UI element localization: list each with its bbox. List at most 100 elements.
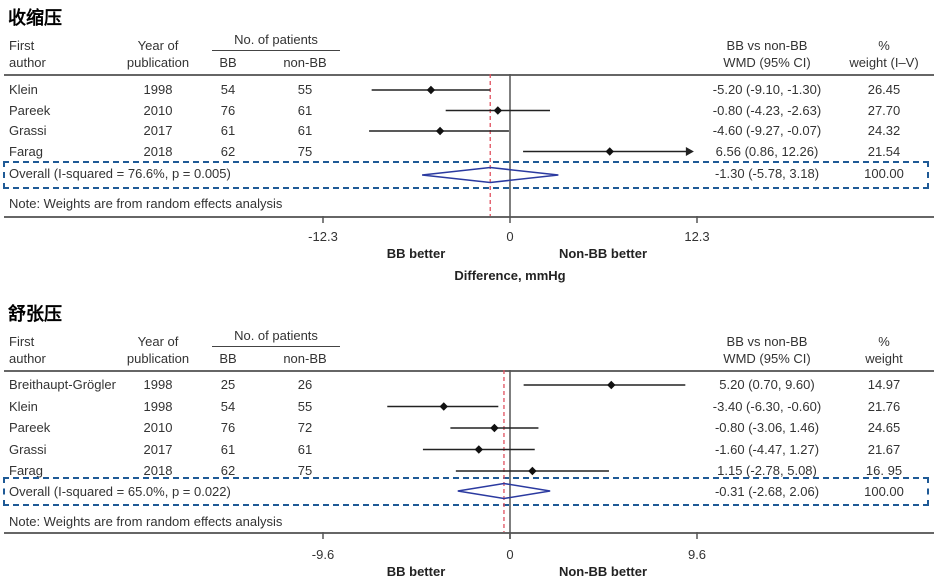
cell-year: 2010	[143, 420, 173, 435]
cell-nonbb: 26	[297, 377, 313, 392]
point-estimate-marker	[426, 85, 436, 95]
header-rule	[4, 74, 934, 76]
overall-label: Overall (I-squared = 65.0%, p = 0.022)	[9, 484, 231, 499]
overall-weight: 100.00	[864, 484, 904, 499]
cell-nonbb: 61	[297, 441, 313, 457]
cell-author: Pareek	[9, 102, 51, 118]
header-bb: BB	[219, 351, 237, 366]
left-favor-label: BB better	[386, 246, 446, 261]
cell-nonbb: 61	[297, 123, 313, 138]
overall-diamond	[422, 166, 559, 184]
header-author: author	[9, 55, 46, 70]
point-estimate-marker	[439, 402, 448, 411]
note-text: Note: Weights are from random effects an…	[9, 196, 283, 211]
cell-ci-text: 6.56 (0.86, 12.26)	[715, 143, 819, 159]
overall-label: Overall (I-squared = 76.6%, p = 0.005)	[9, 166, 231, 181]
cell-nonbb: 72	[297, 420, 313, 435]
overall-highlight-box	[3, 161, 929, 189]
header-no-of-patients: No. of patients	[234, 32, 318, 47]
cell-nonbb: 55	[297, 398, 313, 414]
cell-weight: 21.67	[867, 441, 901, 457]
right-favor-label: Non-BB better	[558, 246, 648, 261]
header-year-of: Year of	[137, 334, 179, 349]
overall-weight: 100.00	[864, 166, 904, 181]
point-estimate-marker	[607, 380, 616, 390]
cell-author: Klein	[9, 82, 38, 97]
header-publication: publication	[126, 55, 190, 70]
overall-diamond	[457, 482, 551, 500]
cell-author: Pareek	[9, 420, 51, 435]
header-no-of-patients: No. of patients	[234, 328, 318, 343]
xtick-label: -12.3	[308, 229, 338, 244]
cell-ci-text: -4.60 (-9.27, -0.07)	[712, 123, 822, 138]
point-estimate-marker	[490, 423, 499, 433]
cell-year: 2017	[143, 441, 173, 457]
xtick-label: 12.3	[684, 229, 710, 244]
cell-author: Grassi	[9, 123, 47, 138]
header-effect-1: BB vs non-BB	[726, 334, 808, 349]
cell-year: 2018	[143, 143, 173, 159]
cell-ci-text: -1.60 (-4.47, 1.27)	[714, 441, 820, 457]
cell-author: Breithaupt-Grögler	[9, 377, 116, 392]
left-favor-label: BB better	[386, 564, 446, 579]
header-first: First	[9, 38, 35, 53]
cell-weight: 27.70	[867, 102, 901, 118]
cell-author: Farag	[9, 143, 43, 159]
cell-weight: 24.32	[867, 123, 901, 138]
cell-nonbb: 75	[297, 143, 313, 159]
cell-weight: 21.54	[867, 143, 901, 159]
point-estimate-marker	[493, 106, 503, 115]
cell-bb: 54	[220, 398, 236, 414]
cell-bb: 25	[220, 377, 236, 392]
overall-ci: -1.30 (-5.78, 3.18)	[714, 166, 820, 181]
overall-highlight-box	[3, 477, 929, 506]
header-publication: publication	[126, 351, 190, 366]
xtick-label: 0	[506, 229, 514, 244]
header-non-bb: non-BB	[283, 351, 327, 366]
cell-year: 2018	[143, 463, 173, 478]
cell-bb: 76	[220, 102, 236, 118]
note-text: Note: Weights are from random effects an…	[9, 514, 283, 529]
x-axis-title: Difference, mmHg	[454, 268, 566, 283]
cell-ci-text: 1.15 (-2.78, 5.08)	[717, 463, 817, 478]
point-estimate-marker	[474, 445, 484, 454]
header-group-rule	[212, 346, 340, 347]
cell-weight: 21.76	[867, 398, 901, 414]
header-author: author	[9, 351, 46, 366]
cell-year: 2010	[143, 102, 173, 118]
cell-nonbb: 55	[297, 82, 313, 97]
overall-ci: -0.31 (-2.68, 2.06)	[714, 484, 820, 499]
cell-bb: 76	[220, 420, 236, 435]
xtick-label: 9.6	[687, 547, 707, 562]
cell-ci-text: 5.20 (0.70, 9.60)	[719, 377, 815, 392]
cell-year: 1998	[143, 377, 173, 392]
panel-title: 收缩压	[8, 8, 62, 29]
cell-weight: 26.45	[867, 82, 901, 97]
header-year-of: Year of	[137, 38, 179, 53]
cell-weight: 24.65	[867, 420, 901, 435]
cell-ci-text: -0.80 (-3.06, 1.46)	[714, 420, 820, 435]
cell-ci-text: -5.20 (-9.10, -1.30)	[712, 82, 822, 97]
cell-year: 1998	[143, 82, 173, 97]
header-weight-2: weight (I–V)	[849, 55, 919, 70]
forest-plot-area	[322, 370, 698, 539]
cell-year: 1998	[143, 398, 173, 414]
panel-title: 舒张压	[8, 304, 62, 325]
header-effect-1: BB vs non-BB	[726, 38, 808, 53]
header-effect-2: WMD (95% CI)	[723, 55, 811, 70]
axis-line	[4, 532, 934, 534]
forest-plot-area	[322, 74, 698, 223]
cell-year: 2017	[143, 123, 173, 138]
forest-plot-systolic: 收缩压 First author Year of publication No.…	[3, 8, 934, 283]
axis-line	[4, 216, 934, 218]
cell-weight: 16. 95	[865, 463, 903, 478]
forest-plot-diastolic: 舒张压 First author Year of publication No.…	[0, 296, 938, 582]
header-group-rule	[212, 50, 340, 51]
xtick-label: -9.6	[311, 547, 335, 562]
cell-bb: 61	[220, 123, 236, 138]
header-first: First	[9, 334, 35, 349]
cell-bb: 62	[220, 463, 236, 478]
cell-nonbb: 61	[297, 102, 313, 118]
cell-weight: 14.97	[867, 377, 901, 392]
right-favor-label: Non-BB better	[558, 564, 648, 579]
